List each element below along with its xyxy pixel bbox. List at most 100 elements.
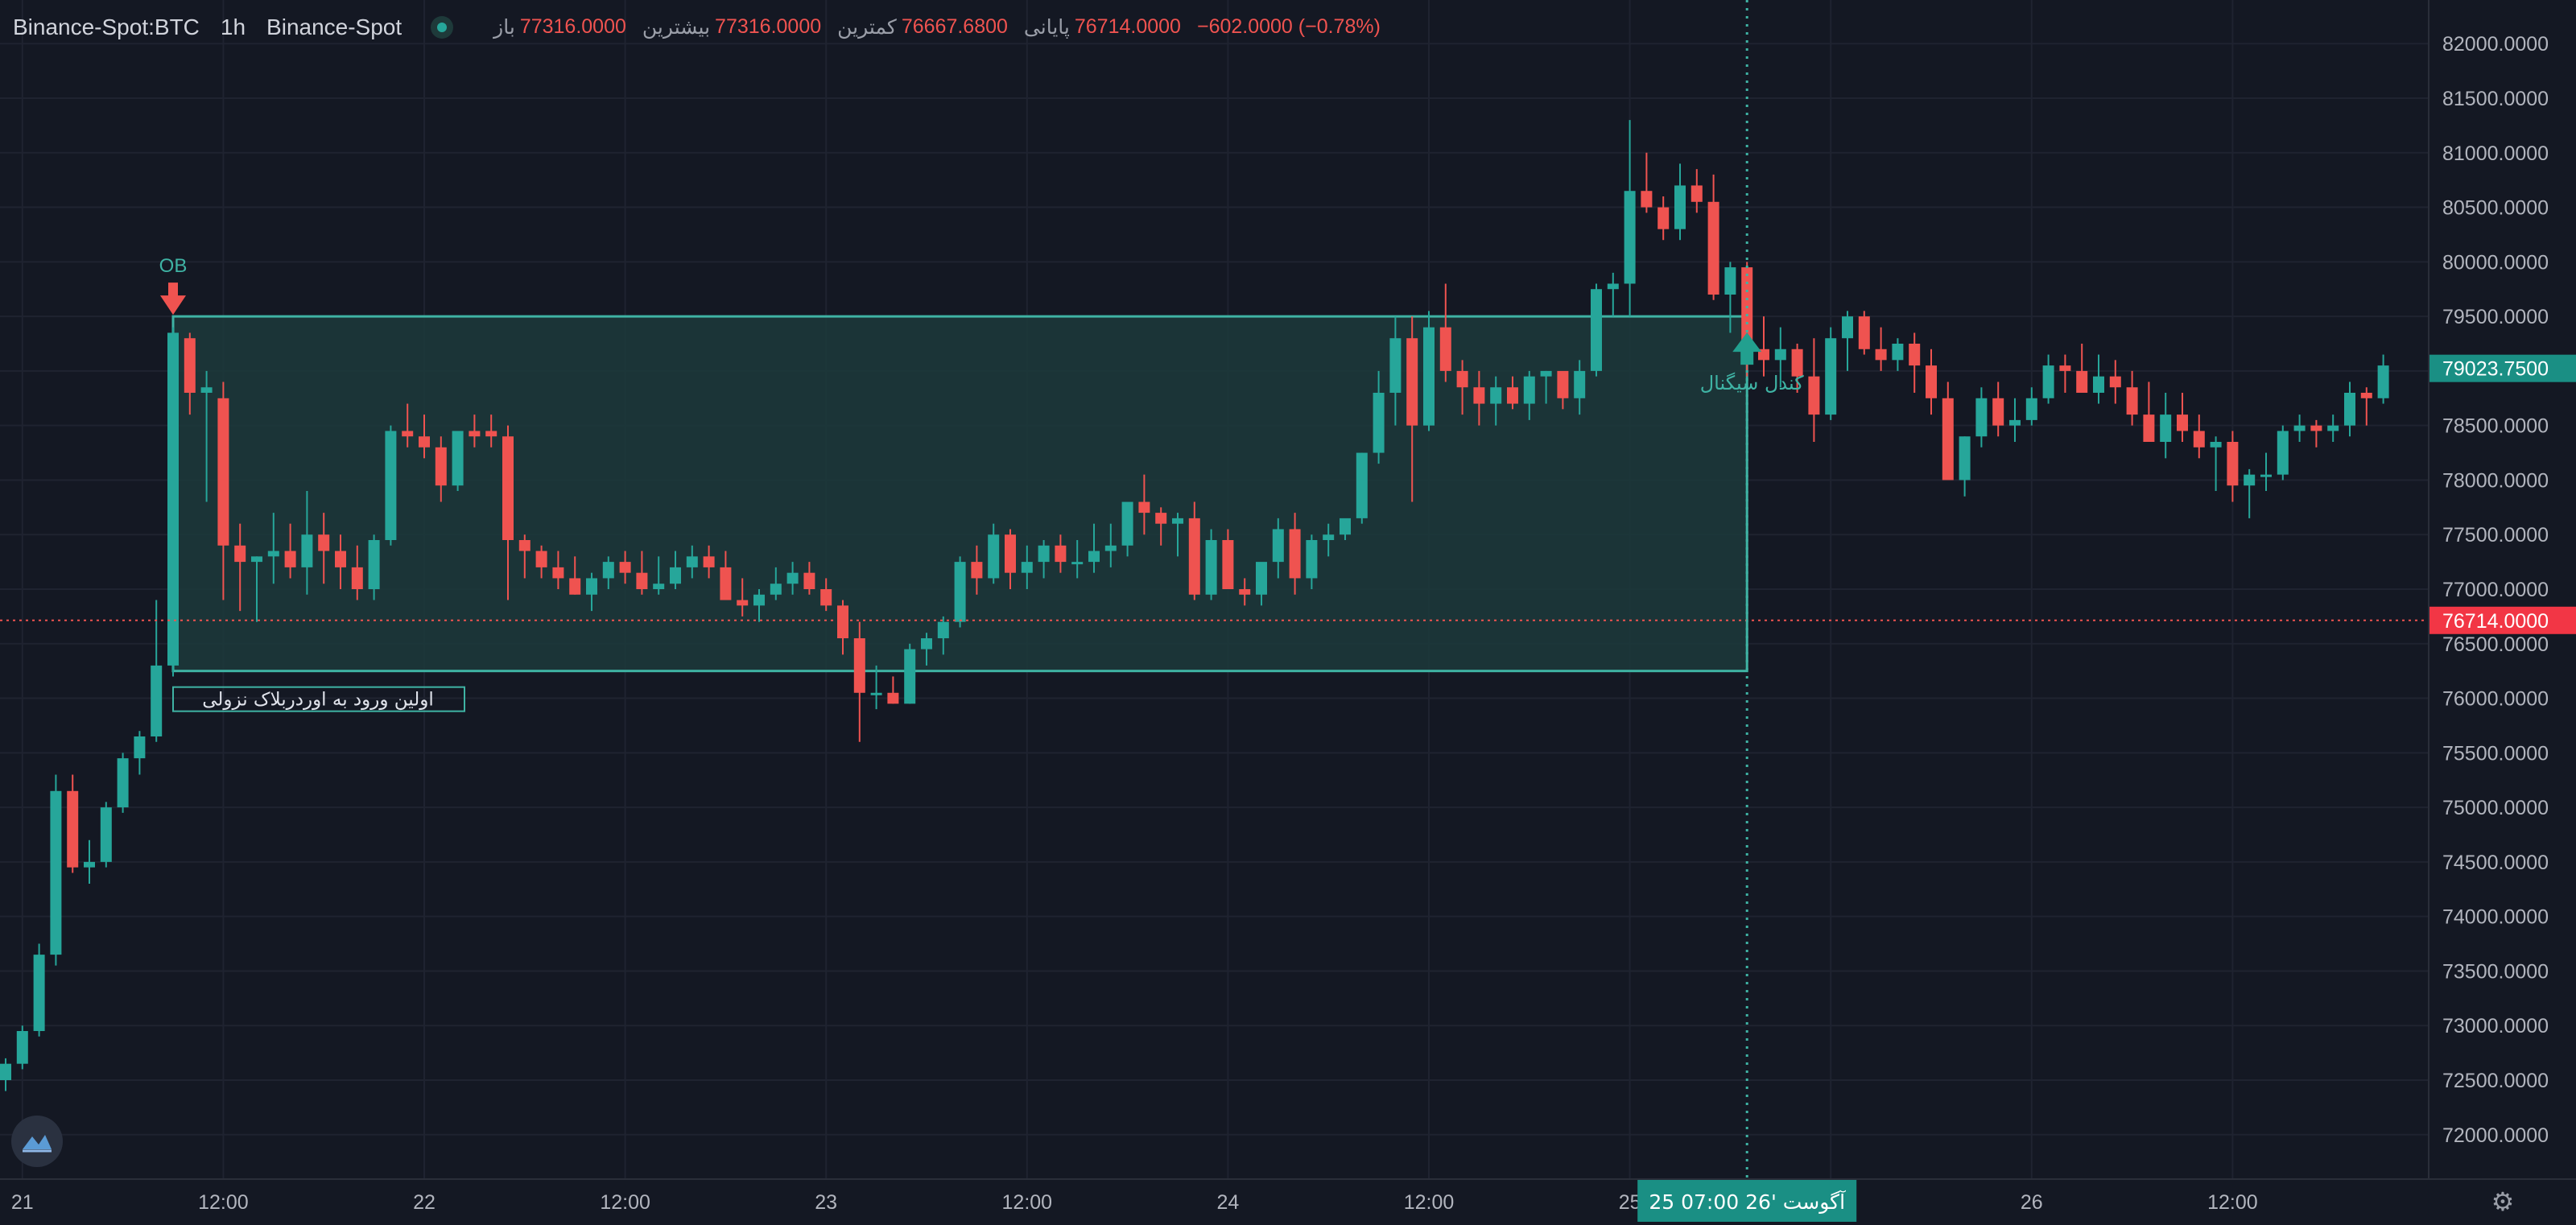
candle-body <box>485 431 497 437</box>
candle-body <box>234 545 246 563</box>
time-tick: 12:00 <box>2207 1191 2258 1214</box>
candle-body <box>1842 316 1853 339</box>
candle-body <box>2143 415 2155 442</box>
tradingview-logo-icon[interactable] <box>11 1116 63 1167</box>
price-tick: 74500.0000 <box>2442 852 2549 874</box>
candle-body <box>1724 267 1736 295</box>
candle-body <box>351 567 363 589</box>
candle-body <box>569 578 581 595</box>
time-tick: 12:00 <box>198 1191 249 1214</box>
time-tick: 23 <box>815 1191 837 1214</box>
time-tick: 24 <box>1216 1191 1239 1214</box>
candle-body <box>619 562 631 573</box>
timeframe-label[interactable]: 1h <box>220 14 246 39</box>
candle-body <box>2244 474 2256 486</box>
candle-body <box>67 790 79 868</box>
candle-body <box>803 572 815 589</box>
price-tick: 78500.0000 <box>2442 415 2549 438</box>
candle-body <box>1138 501 1150 514</box>
price-tick: 73000.0000 <box>2442 1015 2549 1037</box>
price-tick: 80000.0000 <box>2442 251 2549 274</box>
crosshair-price-tag <box>2429 354 2576 382</box>
candle-body <box>2093 376 2104 393</box>
candle-body <box>1624 191 1636 284</box>
candle-body <box>552 567 564 579</box>
high-label: بیشترین <box>642 16 711 39</box>
candle-body <box>1858 316 1870 349</box>
price-tick: 74000.0000 <box>2442 906 2549 929</box>
candle-body <box>1055 545 1067 563</box>
candle-body <box>1607 283 1619 290</box>
candle-body <box>1490 387 1502 404</box>
candle-body <box>1021 562 1033 573</box>
candle-body <box>1674 185 1686 229</box>
time-axis[interactable]: 2112:002212:002312:002412:002512:002612:… <box>0 1178 2576 1225</box>
candle-body <box>586 578 597 595</box>
price-tick: 72000.0000 <box>2442 1124 2549 1147</box>
candle-body <box>335 551 346 567</box>
open-value: 77316.0000 <box>519 15 626 38</box>
price-tick: 76000.0000 <box>2442 688 2549 711</box>
candle-body <box>2193 431 2205 448</box>
candle-body <box>1323 534 1335 540</box>
candle-body <box>1104 545 1117 551</box>
candle-body <box>2059 365 2071 371</box>
candle-body <box>1272 529 1284 563</box>
close-value: 76714.0000 <box>1074 15 1181 38</box>
zone-text-box <box>172 686 465 712</box>
settings-gear-icon[interactable]: ⚙ <box>2491 1187 2515 1216</box>
candle-body <box>2327 425 2339 431</box>
price-axis[interactable]: 82000.0000 81500.0000 81000.0000 80500.0000… <box>2428 0 2576 1178</box>
change-value: −602.0000 (−0.78%) <box>1196 15 1381 38</box>
ob-label: OB <box>159 255 188 277</box>
candle-body <box>167 332 179 666</box>
candle-body <box>84 861 95 868</box>
candle-body <box>2210 442 2222 448</box>
candle-body <box>1172 518 1183 524</box>
time-tick: 21 <box>11 1191 34 1214</box>
time-tick: 12:00 <box>600 1191 650 1214</box>
candle-body <box>2009 419 2021 426</box>
candle-body <box>1574 370 1586 398</box>
signal-label: کندل سیگنال <box>1700 372 1805 394</box>
symbol-label[interactable]: Binance-Spot:BTC <box>13 14 200 39</box>
candle-body <box>502 436 514 540</box>
price-tick: 80500.0000 <box>2442 197 2549 220</box>
last-price-label: 76714.0000 <box>2442 610 2549 633</box>
candle-body <box>1507 387 1518 404</box>
candle-body <box>1188 518 1200 595</box>
candle-body <box>971 562 983 579</box>
candle-body <box>1423 327 1435 426</box>
candle-body <box>2025 398 2037 420</box>
candle-body <box>419 436 430 448</box>
candle-body <box>1540 370 1552 377</box>
candle-body <box>251 556 262 563</box>
candle-body <box>1306 540 1318 579</box>
candle-body <box>1088 551 1100 563</box>
last-price-tag <box>2429 606 2576 634</box>
candle-body <box>988 534 1000 579</box>
candle-body <box>301 534 313 567</box>
candle-body <box>2277 431 2289 475</box>
price-tick: 77500.0000 <box>2442 524 2549 547</box>
candle-body <box>2109 376 2121 388</box>
candle-body <box>2260 474 2272 477</box>
candle-body <box>1875 349 1887 361</box>
candle-body <box>318 534 330 551</box>
price-tick: 81000.0000 <box>2442 142 2549 165</box>
candle-body <box>636 572 648 589</box>
candle-body <box>2042 365 2054 398</box>
candle-body <box>1808 376 1820 415</box>
candle-body <box>2310 425 2322 431</box>
price-axis-labels: 82000.0000 81500.0000 81000.0000 80500.0000… <box>2429 33 2576 1147</box>
candle-body <box>284 551 296 567</box>
candle-body <box>2160 415 2172 442</box>
exchange-label: Binance-Spot <box>266 14 402 39</box>
candle-body <box>1657 207 1670 229</box>
candle-body <box>1389 338 1402 393</box>
candle-body <box>1641 191 1653 208</box>
candle-body <box>1289 529 1301 579</box>
candle-body <box>1825 338 1837 415</box>
candle-body <box>1707 201 1719 295</box>
